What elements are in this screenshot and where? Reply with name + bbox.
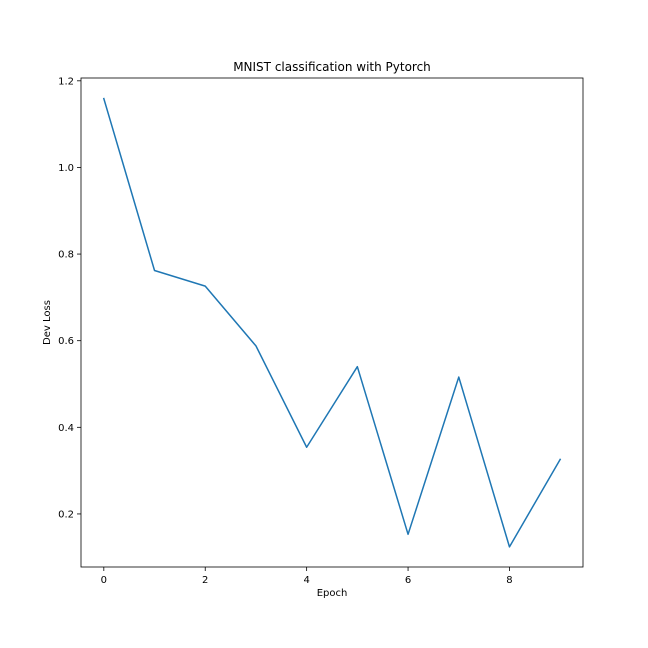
chart-title: MNIST classification with Pytorch [233, 60, 431, 74]
y-tick-label: 0.8 [58, 250, 74, 261]
x-tick-label: 8 [506, 575, 512, 586]
x-axis-ticks: 0 2 4 6 8 [101, 567, 513, 586]
y-tick-label: 0.4 [58, 423, 74, 434]
series-lines [102, 97, 562, 548]
x-tick-label: 0 [101, 575, 107, 586]
y-tick-label: 0.6 [58, 336, 74, 347]
x-tick-label: 2 [202, 575, 208, 586]
x-tick-label: 4 [303, 575, 309, 586]
series-line [102, 97, 562, 548]
y-tick-label: 1.2 [58, 76, 74, 87]
y-axis-label: Dev Loss [42, 300, 53, 345]
y-tick-label: 0.2 [58, 509, 74, 520]
x-tick-label: 6 [405, 575, 411, 586]
plot-area-frame [80, 77, 584, 568]
y-axis-ticks: 0.2 0.4 0.6 0.8 1.0 1.2 [58, 76, 81, 520]
y-tick-label: 1.0 [58, 163, 74, 174]
x-axis-label: Epoch [317, 588, 348, 599]
